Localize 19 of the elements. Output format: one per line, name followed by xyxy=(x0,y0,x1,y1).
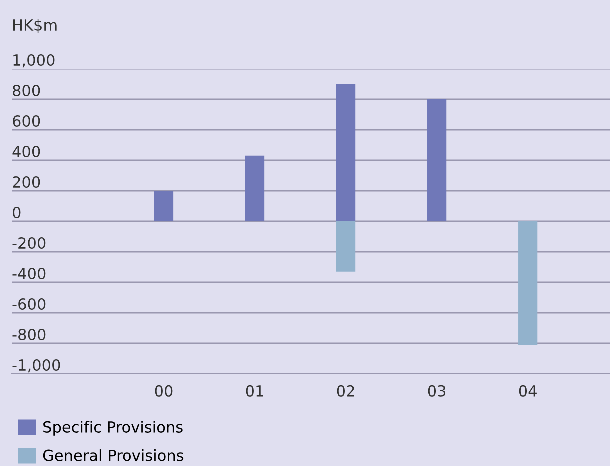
y-tick-label: -1,000 xyxy=(12,359,60,373)
y-tick-label: -400 xyxy=(12,268,46,280)
legend-label: Specific Provisions xyxy=(44,421,183,436)
y-tick-label: -800 xyxy=(12,328,46,341)
y-tick-label: 800 xyxy=(13,84,40,97)
x-tick-label: 00 xyxy=(155,385,173,397)
x-tick-label: 03 xyxy=(428,385,446,397)
y-tick-label: -600 xyxy=(12,298,46,310)
y-axis-title: HK$m xyxy=(14,19,57,34)
y-tick-label: -200 xyxy=(12,237,46,250)
legend-label: General Provisions xyxy=(43,450,184,462)
y-tick-label: 600 xyxy=(13,115,40,128)
y-tick-label: 200 xyxy=(13,176,40,188)
y-tick-label: 1,000 xyxy=(14,54,55,68)
x-tick-label: 01 xyxy=(246,385,264,397)
x-tick-label: 02 xyxy=(337,385,354,397)
y-tick-label: 0 xyxy=(13,206,21,219)
y-tick-label: 400 xyxy=(12,146,40,158)
x-tick-label: 04 xyxy=(519,385,537,397)
